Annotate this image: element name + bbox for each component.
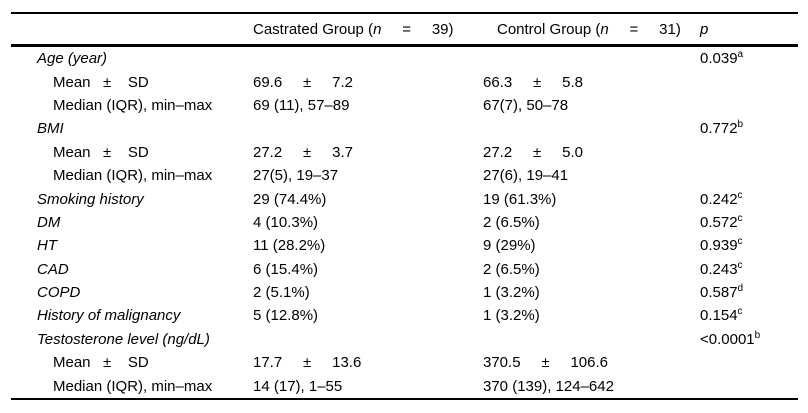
cell-label: Mean ± SD	[53, 73, 149, 91]
cell-control: 1 (3.2%)	[483, 307, 540, 325]
cell-label: HT	[37, 237, 57, 255]
header-control-n: n	[600, 20, 609, 38]
cell-label: Median (IQR), min–max	[53, 167, 213, 185]
cell-label: CAD	[37, 260, 69, 278]
p-superscript: c	[737, 189, 743, 201]
cell-p: <0.0001b	[700, 329, 798, 348]
cell-label: Age (year)	[37, 50, 108, 68]
cell-control: 67(7), 50–78	[483, 96, 569, 114]
table-row: BMI 0.772b	[11, 117, 798, 140]
table-row: Median (IQR), min–max 14 (17), 1–55 370 …	[11, 374, 798, 397]
cell-control: 370.5 ± 106.6	[483, 354, 608, 372]
table-body: Age (year) 0.039a Mean ± SD 69.6 ± 7.2 6…	[11, 47, 798, 398]
table-row: Mean ± SD 27.2 ± 3.7 27.2 ± 5.0	[11, 141, 798, 164]
cell-p: 0.572c	[700, 212, 798, 231]
cell-p: 0.939c	[700, 236, 798, 255]
p-value: 0.154	[700, 307, 738, 325]
cell-control: 19 (61.3%)	[483, 190, 557, 208]
p-superscript: c	[737, 306, 743, 318]
table-row: DM 4 (10.3%) 2 (6.5%) 0.572c	[11, 211, 798, 234]
cell-p: 0.039a	[700, 49, 798, 68]
cell-label: Mean ± SD	[53, 143, 149, 161]
p-value: <0.0001	[700, 330, 755, 348]
header-control-prefix: Control Group (	[497, 20, 601, 38]
table-row: Mean ± SD 69.6 ± 7.2 66.3 ± 5.8	[11, 70, 798, 93]
cell-control: 2 (6.5%)	[483, 213, 540, 231]
cell-label: BMI	[37, 120, 64, 138]
table-row: COPD 2 (5.1%) 1 (3.2%) 0.587d	[11, 281, 798, 304]
header-castrated-suffix: = 39)	[381, 20, 454, 38]
p-value: 0.939	[700, 237, 738, 255]
table-row: Smoking history 29 (74.4%) 19 (61.3%) 0.…	[11, 187, 798, 210]
table-row: CAD 6 (15.4%) 2 (6.5%) 0.243c	[11, 258, 798, 281]
cell-control: 370 (139), 124–642	[483, 377, 614, 395]
cell-p: 0.772b	[700, 119, 798, 138]
cell-control: 27(6), 19–41	[483, 167, 569, 185]
cell-castrated: 14 (17), 1–55	[253, 377, 343, 395]
cell-control: 2 (6.5%)	[483, 260, 540, 278]
p-superscript: c	[737, 259, 743, 271]
cell-label: COPD	[37, 284, 81, 302]
table-row: HT 11 (28.2%) 9 (29%) 0.939c	[11, 234, 798, 257]
cell-control: 9 (29%)	[483, 237, 536, 255]
table-row: Testosterone level (ng/dL) <0.0001b	[11, 328, 798, 351]
cell-castrated: 17.7 ± 13.6	[253, 354, 362, 372]
cell-castrated: 5 (12.8%)	[253, 307, 319, 325]
p-superscript: b	[754, 329, 761, 341]
cell-castrated: 69 (11), 57–89	[253, 96, 350, 114]
cell-p: 0.242c	[700, 189, 798, 208]
cell-label: History of malignancy	[37, 307, 181, 325]
table-row: Mean ± SD 17.7 ± 13.6 370.5 ± 106.6	[11, 351, 798, 374]
header-control-suffix: = 31)	[608, 20, 681, 38]
p-superscript: d	[737, 283, 744, 295]
p-value: 0.572	[700, 213, 738, 231]
p-superscript: c	[737, 236, 743, 248]
p-value: 0.772	[700, 120, 738, 138]
cell-castrated: 29 (74.4%)	[253, 190, 327, 208]
cell-castrated: 2 (5.1%)	[253, 284, 310, 302]
header-p-column: p	[700, 20, 709, 38]
p-superscript: c	[737, 212, 743, 224]
cell-label: Mean ± SD	[53, 354, 149, 372]
cell-castrated: 27(5), 19–37	[253, 167, 339, 185]
cell-p: 0.154c	[700, 306, 798, 325]
table-row: Age (year) 0.039a	[11, 47, 798, 70]
cell-castrated: 27.2 ± 3.7	[253, 143, 353, 161]
cell-castrated: 6 (15.4%)	[253, 260, 319, 278]
p-value: 0.243	[700, 260, 738, 278]
cell-castrated: 11 (28.2%)	[253, 237, 326, 255]
cell-castrated: 69.6 ± 7.2	[253, 73, 353, 91]
cell-p: 0.243c	[700, 259, 798, 278]
table-row: History of malignancy 5 (12.8%) 1 (3.2%)…	[11, 304, 798, 327]
cell-label: Smoking history	[37, 190, 144, 208]
header-castrated-prefix: Castrated Group (	[253, 20, 374, 38]
p-superscript: a	[737, 49, 744, 61]
cell-p: 0.587d	[700, 283, 798, 302]
cell-control: 1 (3.2%)	[483, 284, 540, 302]
cell-label: Median (IQR), min–max	[53, 96, 213, 114]
cell-castrated: 4 (10.3%)	[253, 213, 319, 231]
p-value: 0.587	[700, 284, 738, 302]
cell-control: 66.3 ± 5.8	[483, 73, 583, 91]
cell-control: 27.2 ± 5.0	[483, 143, 583, 161]
cell-label: Testosterone level (ng/dL)	[37, 330, 210, 348]
p-value: 0.039	[700, 50, 738, 68]
header-control-group: Control Group (n = 31)	[483, 21, 700, 38]
header-castrated-group: Castrated Group (n = 39)	[253, 21, 483, 38]
comparison-table: Castrated Group (n = 39) Control Group (…	[11, 12, 798, 400]
p-superscript: b	[737, 119, 744, 131]
table-header-row: Castrated Group (n = 39) Control Group (…	[11, 14, 798, 47]
table-row: Median (IQR), min–max 69 (11), 57–89 67(…	[11, 94, 798, 117]
p-value: 0.242	[700, 190, 738, 208]
cell-label: Median (IQR), min–max	[53, 377, 213, 395]
cell-label: DM	[37, 213, 61, 231]
header-castrated-n: n	[373, 20, 382, 38]
table-row: Median (IQR), min–max 27(5), 19–37 27(6)…	[11, 164, 798, 187]
